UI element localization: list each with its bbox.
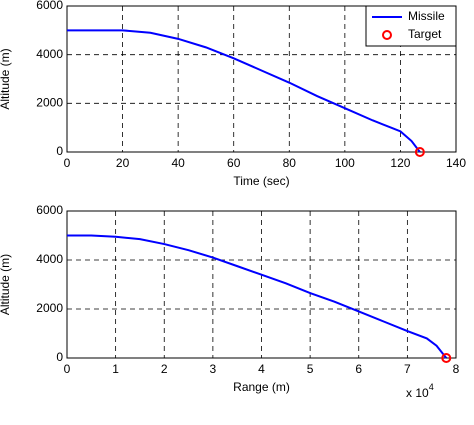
x-tick-label: 0	[64, 362, 71, 376]
missile-line	[67, 29, 421, 153]
x-tick-label: 40	[171, 156, 185, 170]
y-axis-label: Altitude (m)	[0, 254, 12, 315]
x-tick-label: 5	[307, 362, 314, 376]
x-tick-label: 140	[446, 156, 466, 170]
y-tick-label: 4000	[36, 47, 63, 61]
x-tick-label: 2	[161, 362, 168, 376]
x-multiplier: x 104	[406, 382, 434, 400]
y-axis-label: Altitude (m)	[0, 48, 12, 109]
x-tick-label: 60	[227, 156, 241, 170]
y-tick-label: 2000	[36, 96, 63, 110]
y-tick-label: 4000	[36, 252, 63, 266]
missile-line	[67, 234, 448, 359]
x-tick-label: 4	[258, 362, 265, 376]
legend-label: Target	[408, 27, 442, 41]
legend-box	[365, 5, 457, 47]
y-tick-label: 0	[56, 350, 63, 364]
y-tick-label: 6000	[36, 203, 63, 217]
x-tick-label: 3	[210, 362, 217, 376]
target-marker	[414, 147, 425, 157]
x-axis-label: Time (sec)	[233, 174, 289, 188]
y-tick-label: 0	[56, 144, 63, 158]
axes-box	[66, 5, 457, 153]
y-tick-label: 6000	[36, 0, 63, 12]
x-tick-label: 8	[453, 362, 460, 376]
legend-marker	[382, 30, 392, 40]
x-tick-label: 80	[283, 156, 297, 170]
x-tick-label: 100	[335, 156, 355, 170]
x-tick-label: 0	[64, 156, 71, 170]
y-tick-label: 2000	[36, 301, 63, 315]
axes-box	[66, 210, 457, 359]
x-tick-label: 1	[112, 362, 119, 376]
x-axis-label: Range (m)	[233, 380, 290, 394]
x-tick-label: 120	[390, 156, 410, 170]
target-marker	[441, 353, 452, 363]
x-tick-label: 7	[404, 362, 411, 376]
legend-label: Missile	[408, 9, 445, 23]
x-tick-label: 6	[355, 362, 362, 376]
x-multiplier-exponent: 4	[429, 382, 434, 392]
x-tick-label: 20	[116, 156, 130, 170]
x-multiplier-base: x 10	[406, 386, 429, 400]
